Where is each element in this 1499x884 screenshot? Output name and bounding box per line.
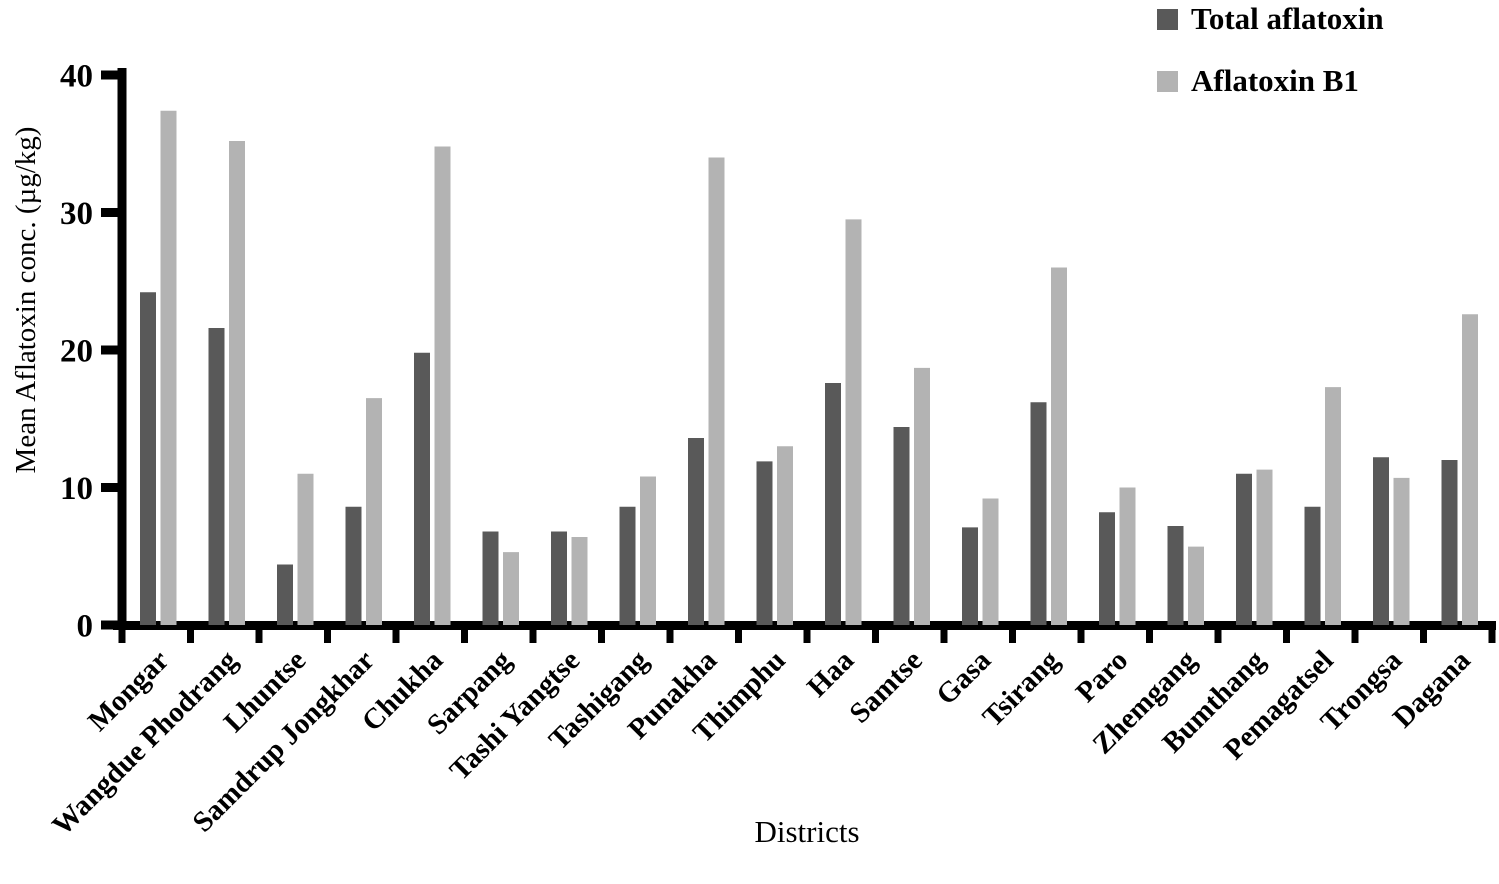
x-tick	[1146, 630, 1153, 643]
bar-aflatoxin-b1	[1393, 477, 1410, 625]
x-axis-title: Districts	[754, 814, 860, 849]
x-tick	[118, 630, 126, 643]
bar-total-aflatoxin	[140, 292, 156, 625]
bar-aflatoxin-b1	[1462, 314, 1478, 625]
x-tick	[1488, 630, 1496, 643]
bar-aflatoxin-b1	[366, 398, 382, 625]
legend-item-total-aflatoxin: Total aflatoxin	[1157, 1, 1384, 36]
bar-total-aflatoxin	[1441, 460, 1458, 625]
x-tick	[666, 630, 674, 643]
x-tick	[255, 630, 263, 643]
y-tick	[101, 345, 122, 355]
bar-total-aflatoxin	[962, 527, 978, 625]
bar-total-aflatoxin	[893, 427, 910, 625]
bar-total-aflatoxin	[345, 506, 362, 625]
x-category-label: Samtse	[843, 644, 928, 729]
y-tick-label: 20	[60, 334, 93, 370]
x-tick	[1077, 630, 1085, 643]
bar-total-aflatoxin	[482, 531, 499, 625]
bar-aflatoxin-b1	[708, 157, 725, 625]
bar-total-aflatoxin	[1304, 506, 1321, 625]
y-tick-label: 40	[60, 59, 93, 95]
x-category-label: Haa	[801, 644, 860, 703]
bar-total-aflatoxin	[1373, 457, 1389, 625]
y-tick-label: 0	[77, 609, 94, 645]
bar-total-aflatoxin	[1236, 473, 1252, 625]
x-tick	[461, 630, 468, 643]
bar-aflatoxin-b1	[297, 473, 314, 625]
bar-total-aflatoxin	[1167, 526, 1184, 625]
bar-total-aflatoxin	[208, 328, 225, 625]
legend-swatch-aflatoxin-b1	[1157, 70, 1178, 92]
x-tick	[324, 630, 331, 643]
bar-aflatoxin-b1	[229, 141, 245, 625]
legend-item-aflatoxin-b1: Aflatoxin B1	[1157, 63, 1384, 98]
bar-aflatoxin-b1	[914, 367, 930, 625]
bar-aflatoxin-b1	[845, 219, 862, 625]
bar-aflatoxin-b1	[1325, 387, 1341, 625]
legend: Total aflatoxin Aflatoxin B1	[1157, 1, 1384, 126]
x-tick	[803, 630, 811, 643]
bar-aflatoxin-b1	[1051, 267, 1067, 625]
y-axis-title: Mean Aflatoxin conc. (µg/kg)	[10, 126, 42, 474]
bar-total-aflatoxin	[825, 383, 841, 625]
y-tick-label: 10	[60, 471, 93, 507]
bar-aflatoxin-b1	[1119, 487, 1136, 625]
bar-total-aflatoxin	[551, 531, 567, 625]
bar-total-aflatoxin	[414, 352, 430, 625]
x-tick	[1420, 630, 1427, 643]
bar-aflatoxin-b1	[1188, 546, 1204, 625]
x-category-label: Tsirang	[977, 644, 1066, 733]
x-tick	[598, 630, 605, 643]
bar-aflatoxin-b1	[777, 446, 793, 625]
x-tick	[940, 630, 948, 643]
x-tick	[1214, 630, 1222, 643]
bar-aflatoxin-b1	[503, 552, 519, 625]
bar-total-aflatoxin	[277, 564, 293, 625]
x-tick	[187, 630, 194, 643]
x-tick	[529, 630, 537, 643]
legend-swatch-total-aflatoxin	[1157, 8, 1178, 30]
bar-total-aflatoxin	[1030, 402, 1047, 625]
x-tick	[735, 630, 742, 643]
x-category-label: Dagana	[1387, 644, 1477, 734]
legend-label-aflatoxin-b1: Aflatoxin B1	[1191, 63, 1359, 98]
bar-aflatoxin-b1	[434, 146, 451, 625]
x-tick	[392, 630, 400, 643]
bar-total-aflatoxin	[1099, 512, 1115, 625]
y-tick	[101, 483, 122, 492]
bar-total-aflatoxin	[688, 438, 704, 625]
legend-label-total-aflatoxin: Total aflatoxin	[1191, 1, 1384, 36]
x-tick	[872, 630, 879, 643]
x-tick	[1009, 630, 1016, 643]
x-tick	[1351, 630, 1359, 643]
y-tick	[101, 70, 122, 80]
y-tick	[101, 620, 122, 630]
bar-total-aflatoxin	[619, 506, 636, 625]
bar-total-aflatoxin	[756, 461, 773, 625]
x-tick	[1283, 630, 1290, 643]
y-tick-label: 30	[60, 196, 93, 232]
bar-aflatoxin-b1	[160, 110, 177, 625]
bar-aflatoxin-b1	[640, 476, 656, 625]
bar-aflatoxin-b1	[1256, 469, 1273, 625]
y-tick	[101, 208, 122, 217]
bar-aflatoxin-b1	[571, 537, 588, 625]
x-axis-line	[113, 621, 1496, 630]
bar-aflatoxin-b1	[982, 498, 999, 625]
